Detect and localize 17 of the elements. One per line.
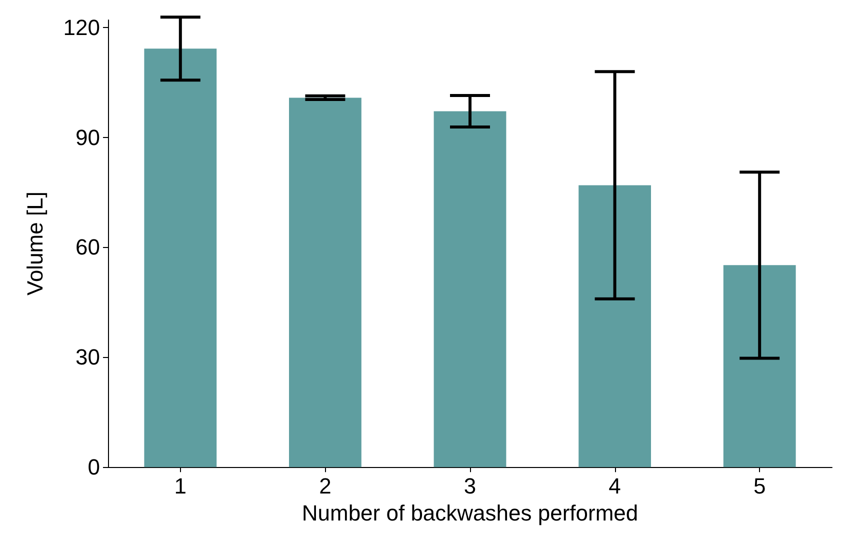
- bar: [144, 48, 217, 468]
- x-tick-label: 4: [608, 474, 621, 499]
- y-tick-label: 60: [76, 234, 100, 260]
- x-tick-label: 2: [319, 474, 332, 499]
- bar: [578, 185, 651, 468]
- x-axis-title: Number of backwashes performed: [302, 500, 638, 526]
- y-tick-label: 0: [88, 454, 100, 480]
- x-tick-label: 5: [753, 474, 766, 499]
- y-tick-label: 120: [63, 14, 100, 40]
- bar: [723, 265, 796, 468]
- bar: [289, 98, 362, 468]
- y-tick-label: 90: [76, 124, 100, 150]
- bar: [434, 111, 506, 468]
- x-tick-label: 3: [464, 474, 476, 499]
- x-tick-label: 1: [174, 474, 187, 499]
- y-axis-title: Volume [L]: [22, 192, 48, 296]
- y-tick-label: 30: [76, 344, 100, 370]
